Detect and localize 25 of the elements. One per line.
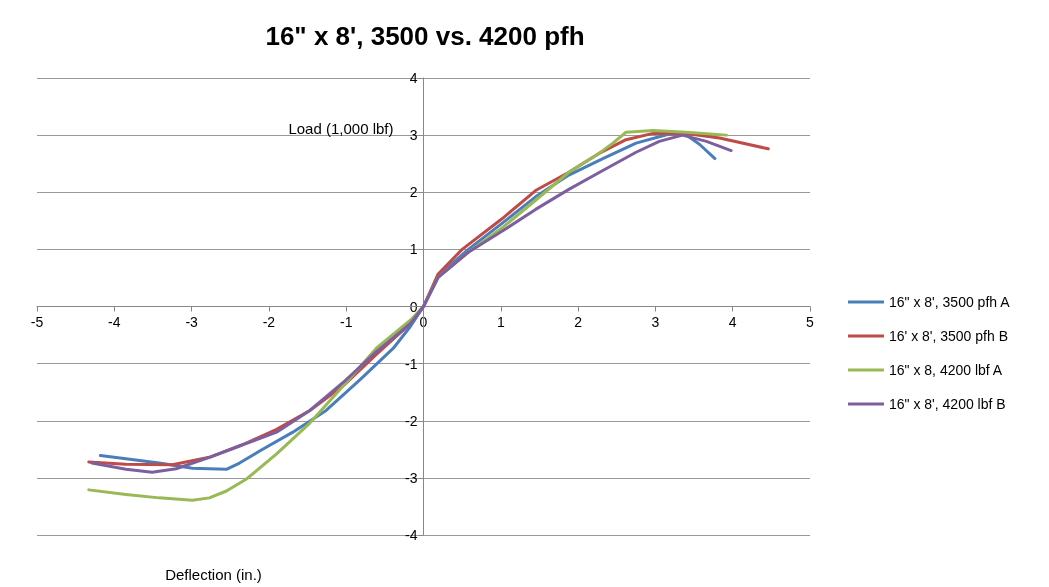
- x-tick-label: -5: [30, 313, 44, 330]
- x-tick-label: -1: [339, 313, 353, 330]
- x-tick-label: -4: [108, 313, 121, 330]
- x-tick-label: 3: [651, 313, 660, 330]
- y-tick-label: 2: [409, 184, 418, 201]
- x-tick-label: -2: [262, 313, 276, 330]
- chart-title: 16" x 8', 3500 vs. 4200 pfh: [265, 21, 585, 51]
- y-tick-label: 4: [409, 70, 418, 86]
- x-tick-label: -3: [185, 313, 199, 330]
- legend-label: 16" x 8', 3500 pfh A: [889, 294, 1011, 310]
- x-axis-title: Deflection (in.): [165, 566, 262, 583]
- legend-label: 16" x 8, 4200 lbf A: [889, 362, 1003, 378]
- y-tick-label: 3: [409, 127, 418, 144]
- legend-label: 16' x 8', 3500 pfh B: [889, 328, 1008, 344]
- x-tick-label: 2: [574, 313, 583, 330]
- y-tick-label: -2: [405, 412, 418, 429]
- y-tick-label: -1: [405, 355, 418, 372]
- x-tick-label: 5: [806, 313, 815, 330]
- x-tick-label: 4: [728, 313, 737, 330]
- y-tick-label: 1: [409, 241, 418, 258]
- y-axis-title: Load (1,000 lbf): [288, 120, 394, 137]
- y-tick-label: -4: [405, 527, 418, 543]
- y-tick-label: -3: [405, 469, 418, 486]
- x-tick-label: 1: [496, 313, 505, 330]
- legend-label: 16" x 8', 4200 lbf B: [889, 396, 1006, 412]
